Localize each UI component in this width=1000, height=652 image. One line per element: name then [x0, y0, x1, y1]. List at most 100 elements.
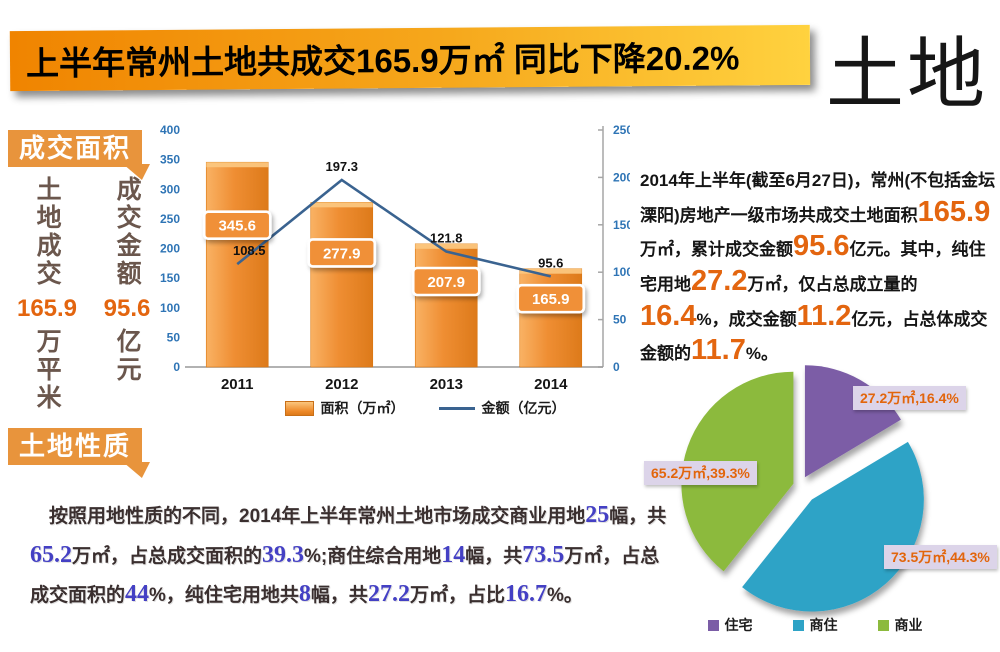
pie-label-commercial-residential: 73.5万㎡,44.3%	[884, 545, 997, 569]
highlight-number: 65.2	[30, 541, 72, 568]
land-type-pie-chart: 27.2万㎡,16.4% 73.5万㎡,44.3% 65.2万㎡,39.3% 住…	[630, 358, 1000, 652]
highlight-number: 165.9	[917, 195, 991, 228]
pie-label-commercial: 65.2万㎡,39.3%	[644, 461, 757, 485]
left-axis-tick: 50	[167, 330, 181, 344]
page-title: 上半年常州土地共成交165.9万㎡ 同比下降20.2%	[25, 39, 740, 83]
line-data-label: 95.6	[538, 255, 563, 270]
stat-transaction-amount: 成交金额 95.6 亿元	[94, 176, 160, 384]
svg-text:165.9: 165.9	[532, 291, 570, 308]
legend-label: 商业	[894, 617, 923, 633]
left-axis-tick: 100	[160, 301, 180, 315]
stat-unit: 亿元	[113, 328, 142, 384]
legend-label: 面积（万㎡）	[320, 400, 405, 416]
text-run: %，纯住宅用地共	[149, 585, 299, 607]
highlight-number: 27.2	[691, 264, 748, 297]
text-run: 幅，共	[465, 545, 523, 567]
stat-value: 165.9	[16, 295, 78, 322]
legend-label: 商住	[809, 617, 838, 633]
line-data-label: 108.5	[233, 243, 266, 258]
text-run: 亿元，占总体成交金额的	[640, 309, 988, 364]
pie-legend-item-commercial-residential: 商住	[792, 615, 838, 635]
bar-data-label	[516, 283, 586, 314]
right-axis-tick: 250	[613, 123, 630, 137]
line-swatch-icon	[438, 406, 475, 410]
stat-unit: 万平米	[33, 328, 62, 412]
text-run: %;商住综合用地	[304, 545, 442, 567]
category-label: 2014	[534, 376, 568, 393]
highlight-number: 95.6	[793, 230, 850, 263]
line-data-label: 197.3	[325, 159, 358, 174]
svg-text:207.9: 207.9	[427, 274, 465, 291]
right-axis-tick: 50	[613, 313, 627, 327]
text-run: 按照用地性质的不同，2014年上半年常州土地市场成交商业用地	[49, 506, 586, 527]
highlight-number: 11.7	[691, 334, 746, 367]
highlight-number: 16.4	[640, 299, 697, 332]
text-run: 万㎡，累计成交金额	[640, 240, 793, 260]
highlight-number: 39.3	[262, 541, 305, 568]
legend-item-amount: 金额（亿元）	[438, 398, 566, 418]
stat-value: 95.6	[103, 295, 151, 322]
right-axis-tick: 100	[613, 265, 630, 279]
bar-data-label	[307, 238, 377, 268]
stat-land-area: 土地成交 165.9 万平米	[14, 176, 80, 412]
stat-name: 成交金额	[113, 176, 142, 288]
line-data-label: 121.8	[430, 231, 463, 246]
section-label-text: 成交面积	[19, 133, 132, 163]
label-tail-icon	[123, 462, 151, 478]
section-label-transaction-area: 成交面积	[8, 130, 151, 180]
pie-legend-item-residential: 住宅	[707, 615, 753, 635]
highlight-number: 73.5	[522, 541, 565, 568]
title-banner: 上半年常州土地共成交165.9万㎡ 同比下降20.2%	[9, 24, 811, 92]
highlight-number: 44	[125, 581, 150, 608]
right-axis-tick: 200	[613, 170, 630, 184]
bar-swatch-icon	[284, 400, 314, 416]
text-run: %，成交金额	[696, 309, 797, 329]
highlight-number: 14	[441, 541, 466, 568]
highlight-number: 25	[585, 502, 610, 528]
legend-label: 金额（亿元）	[481, 400, 566, 416]
left-axis-tick: 350	[160, 153, 180, 167]
svg-text:345.6: 345.6	[218, 218, 256, 235]
bar-2012	[310, 202, 374, 368]
amount-line	[236, 178, 552, 278]
text-run: %。	[745, 344, 778, 364]
pie-legend-item-commercial: 商业	[877, 615, 923, 635]
commercial-swatch-icon	[877, 619, 889, 631]
text-run: 幅，共	[609, 506, 667, 527]
stat-name: 土地成交	[33, 176, 62, 288]
section-label-text: 土地性质	[19, 431, 132, 461]
highlight-number: 27.2	[367, 581, 410, 608]
right-axis-tick: 0	[613, 360, 620, 374]
svg-text:277.9: 277.9	[323, 245, 361, 262]
text-run: 万㎡，仅占总成立量的	[747, 274, 918, 294]
bar-data-label	[411, 266, 481, 297]
left-axis-tick: 150	[160, 271, 180, 285]
left-axis-tick: 300	[160, 182, 180, 196]
combo-chart-legend: 面积（万㎡） 金额（亿元）	[220, 398, 630, 418]
commercial-residential-swatch-icon	[792, 619, 804, 631]
legend-item-area: 面积（万㎡）	[284, 398, 405, 418]
pie-chart-legend: 住宅 商住 商业	[630, 615, 1000, 635]
highlight-number: 16.7	[504, 581, 547, 608]
text-run: 万㎡，占总成交面积的	[30, 545, 660, 607]
text-run: 亿元。其中，纯住宅用地	[640, 240, 986, 294]
left-axis-tick: 250	[160, 212, 180, 226]
text-run: 2014年上半年(截至6月27日)，常州(不包括金坛溧阳)房地产一级市场共成交土…	[640, 171, 996, 225]
bar-data-label	[202, 210, 272, 241]
left-axis-tick: 0	[173, 360, 180, 374]
summary-paragraph: 2014年上半年(截至6月27日)，常州(不包括金坛溧阳)房地产一级市场共成交土…	[640, 165, 996, 371]
pie-slice-商住	[742, 441, 924, 612]
legend-label: 住宅	[724, 617, 753, 633]
bar-2013	[414, 243, 478, 368]
text-run: %。	[546, 585, 583, 607]
left-axis-tick: 400	[160, 123, 180, 137]
left-axis-tick: 200	[160, 242, 180, 256]
category-label: 2012	[325, 376, 358, 393]
residential-swatch-icon	[707, 619, 719, 631]
right-axis-tick: 150	[613, 218, 630, 232]
category-label: 2011	[221, 376, 254, 393]
category-label: 2013	[430, 376, 463, 393]
highlight-number: 8	[298, 581, 311, 608]
land-nature-paragraph: 按照用地性质的不同，2014年上半年常州土地市场成交商业用地25幅，共65.2万…	[30, 497, 678, 616]
